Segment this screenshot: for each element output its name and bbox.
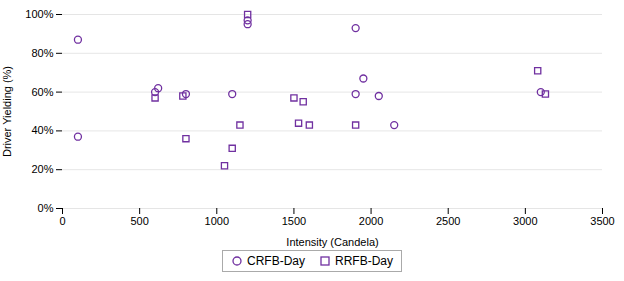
svg-text:2500: 2500 (436, 215, 460, 227)
svg-text:40%: 40% (31, 124, 53, 136)
svg-text:60%: 60% (31, 86, 53, 98)
svg-text:3500: 3500 (590, 215, 614, 227)
svg-text:100%: 100% (25, 8, 53, 20)
svg-text:1500: 1500 (282, 215, 306, 227)
svg-text:500: 500 (130, 215, 148, 227)
svg-text:80%: 80% (31, 47, 53, 59)
svg-text:0%: 0% (38, 202, 54, 214)
svg-text:Intensity (Candela): Intensity (Candela) (286, 236, 378, 248)
svg-text:20%: 20% (31, 163, 53, 175)
svg-text:2000: 2000 (359, 215, 383, 227)
svg-text:3000: 3000 (513, 215, 537, 227)
html-text:CRFB-Day: CRFB-Day (247, 254, 305, 268)
svg-text:1000: 1000 (205, 215, 229, 227)
svg-text:0: 0 (59, 215, 65, 227)
html-text:RRFB-Day: RRFB-Day (335, 254, 393, 268)
svg-text:Driver Yielding (%): Driver Yielding (%) (1, 66, 13, 157)
